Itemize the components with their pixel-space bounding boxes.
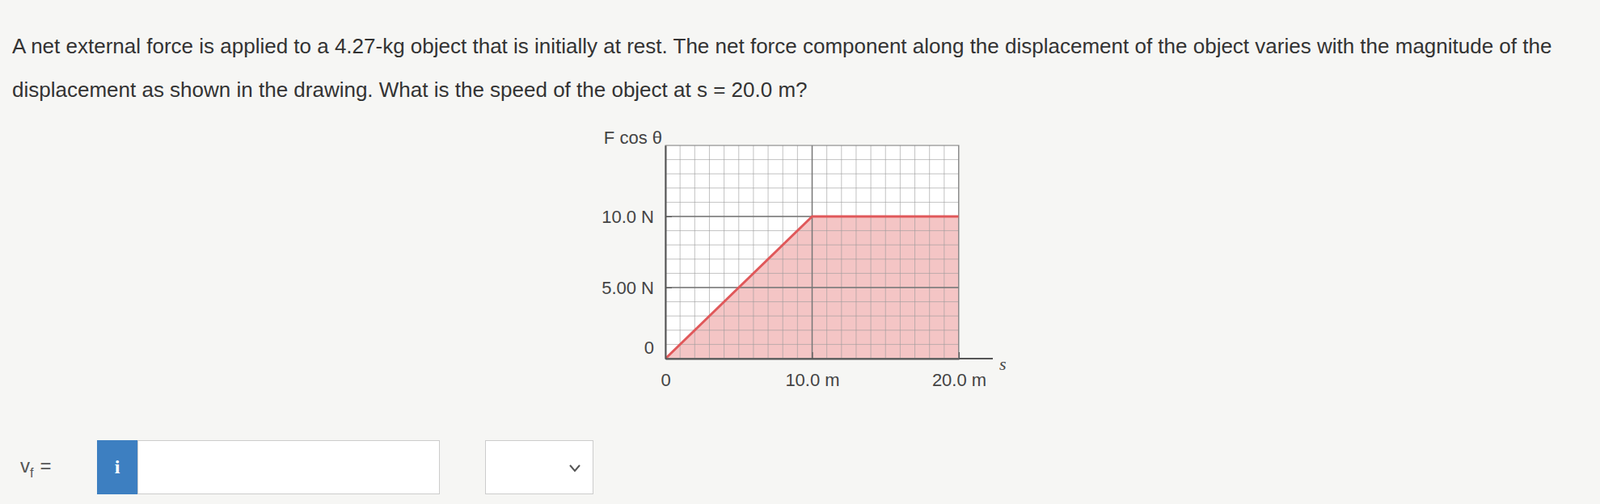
y-axis-title: F cos θ <box>603 127 663 148</box>
grid-line <box>811 145 814 359</box>
minor-grid-line <box>914 145 916 359</box>
plot-background <box>665 145 959 359</box>
answer-equals: = <box>39 455 51 478</box>
minor-grid-line <box>840 145 842 359</box>
minor-grid-line <box>826 145 828 359</box>
minor-grid-line <box>694 145 696 359</box>
y-axis: 0 5.00 N 10.0 N <box>601 146 672 360</box>
grid <box>665 145 959 359</box>
x-tick-label: 0 <box>660 370 671 391</box>
y-tick-mark <box>665 358 672 360</box>
x-tick-mark <box>812 352 814 359</box>
x-tick: 10.0 m <box>785 352 840 391</box>
minor-grid-line <box>885 145 887 359</box>
minor-grid-line <box>752 145 754 359</box>
answer-label: vf = <box>20 455 51 482</box>
hint-icon[interactable]: i <box>97 440 138 495</box>
minor-grid-line <box>943 145 945 359</box>
minor-grid-line <box>738 145 739 359</box>
dropdown-chevron <box>566 460 583 478</box>
y-tick: 5.00 N <box>601 278 672 299</box>
x-tick-label: 20.0 m <box>932 370 987 391</box>
minor-grid-line <box>928 145 930 359</box>
plot-frame <box>665 145 959 359</box>
minor-grid-line <box>811 145 813 359</box>
y-tick-mark <box>665 216 672 218</box>
y-axis-line <box>665 146 668 360</box>
unit-dropdown[interactable] <box>485 440 594 495</box>
answer-subscript: f <box>29 466 34 481</box>
minor-grid-line <box>782 145 784 359</box>
chart: 0 10.0 m 20.0 m 0 5.00 N 10.0 N F cos θ s <box>0 0 1600 504</box>
x-axis: 0 10.0 m 20.0 m <box>660 352 987 391</box>
y-tick-label: 0 <box>644 337 655 359</box>
x-tick: 20.0 m <box>932 352 987 391</box>
minor-grid-line <box>797 145 798 359</box>
minor-grid-line <box>768 145 769 359</box>
minor-grid-line <box>723 145 725 359</box>
force-line <box>665 216 959 359</box>
minor-grid-line <box>870 145 872 359</box>
answer-input[interactable] <box>137 440 440 495</box>
x-tick-label: 10.0 m <box>785 370 840 391</box>
data-line-layer <box>665 216 959 359</box>
y-tick: 10.0 N <box>601 206 672 228</box>
minor-grid-line <box>709 145 710 359</box>
minor-grid-line <box>899 145 901 359</box>
answer-variable: v <box>20 455 30 478</box>
grid-line <box>665 145 667 359</box>
y-tick: 0 <box>644 337 672 360</box>
question-text: A net external force is applied to a 4.2… <box>12 24 1593 112</box>
y-tick-label: 5.00 N <box>601 278 655 299</box>
minor-grid-line <box>679 145 681 359</box>
minor-grid-line <box>855 145 857 359</box>
x-tick-mark <box>958 352 960 359</box>
y-tick-mark <box>665 287 672 289</box>
x-axis-title: s <box>999 354 1007 375</box>
y-tick-label: 10.0 N <box>601 206 655 228</box>
x-axis-extension <box>958 358 993 360</box>
chevron-path <box>569 465 580 472</box>
minor-grid-line <box>665 145 667 359</box>
grid-line <box>665 287 959 289</box>
minor-grid-line <box>665 287 959 289</box>
answer-row: vf = i <box>20 440 668 495</box>
